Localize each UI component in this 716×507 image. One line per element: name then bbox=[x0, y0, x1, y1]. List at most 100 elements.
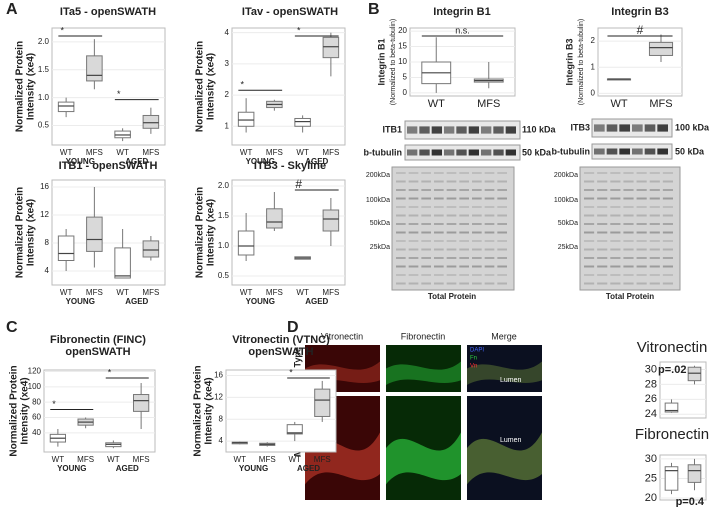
gel-band bbox=[662, 197, 673, 200]
gel-band bbox=[472, 248, 482, 251]
gel-band bbox=[484, 282, 495, 285]
gel-band bbox=[472, 265, 482, 268]
y-tick-label: 24 bbox=[645, 408, 657, 420]
gel-band bbox=[584, 197, 595, 200]
gel-band bbox=[662, 274, 673, 276]
gel-band bbox=[597, 180, 608, 183]
gel-band bbox=[636, 240, 647, 242]
y-tick-label: 28 bbox=[645, 378, 657, 390]
blot-kda: 110 kDa bbox=[522, 124, 557, 134]
gel-band bbox=[610, 282, 621, 285]
gel-band bbox=[636, 206, 647, 208]
gel-band bbox=[584, 282, 595, 285]
gel-band bbox=[636, 172, 647, 174]
gel-band bbox=[497, 257, 507, 259]
gel-band bbox=[584, 231, 595, 234]
y-tick-label: 1 bbox=[225, 121, 230, 130]
x-tick-label: MFS bbox=[259, 455, 276, 464]
y-axis-label: Integrin B1 bbox=[376, 38, 386, 85]
gel-band bbox=[408, 231, 419, 234]
y-tick-label: 120 bbox=[28, 367, 42, 376]
x-tick-label: MFS bbox=[86, 148, 103, 157]
gel-band bbox=[597, 214, 608, 217]
gel-band bbox=[623, 189, 634, 191]
gel-band bbox=[421, 274, 431, 276]
gel-band bbox=[434, 214, 444, 217]
gel-band bbox=[396, 197, 406, 200]
gel-band bbox=[472, 274, 482, 276]
gel-band bbox=[623, 248, 634, 251]
y-tick-label: 8 bbox=[45, 238, 50, 247]
band bbox=[419, 126, 430, 134]
chart-title: Vitronectin (VTNC) bbox=[232, 334, 330, 346]
annotation: * bbox=[117, 89, 121, 99]
gel-band bbox=[584, 172, 595, 174]
gel-band bbox=[497, 214, 507, 217]
gel-band bbox=[636, 282, 647, 285]
gel-band bbox=[459, 240, 469, 242]
x-tick-label: WT bbox=[296, 288, 309, 297]
gel-band bbox=[472, 197, 482, 200]
blot-label: ITB3 bbox=[570, 122, 590, 132]
box bbox=[86, 216, 103, 252]
y-axis-label: Normalized Protein bbox=[195, 41, 206, 132]
y-tick-label: 4 bbox=[225, 28, 230, 37]
gel-band bbox=[408, 197, 419, 200]
band bbox=[493, 149, 504, 156]
gel-band bbox=[636, 180, 647, 183]
band bbox=[644, 148, 656, 155]
gel-band bbox=[623, 172, 634, 174]
gel-band bbox=[484, 197, 495, 200]
box bbox=[237, 111, 255, 127]
blot-kda: 50 kDa bbox=[522, 147, 552, 157]
box bbox=[266, 208, 283, 229]
gel-band bbox=[623, 206, 634, 208]
gel-band bbox=[459, 206, 469, 208]
x-tick-label: WT bbox=[116, 288, 129, 297]
chart-title: ITa5 - openSWATH bbox=[60, 6, 156, 18]
gel-band bbox=[472, 240, 482, 242]
y-tick-label: 80 bbox=[32, 397, 41, 406]
gel-band bbox=[584, 223, 595, 225]
gel-band bbox=[597, 248, 608, 251]
y-tick-label: 1.5 bbox=[38, 65, 50, 74]
box bbox=[687, 464, 702, 483]
gel-band bbox=[597, 206, 608, 208]
gel-band bbox=[623, 274, 634, 276]
gel-band bbox=[484, 172, 495, 174]
gel-band bbox=[434, 189, 444, 191]
box bbox=[57, 235, 75, 261]
gel-band bbox=[610, 172, 621, 174]
box bbox=[322, 209, 340, 232]
gel-band bbox=[497, 274, 507, 276]
gel-band bbox=[408, 240, 419, 242]
gel-band bbox=[584, 240, 595, 242]
gel-band bbox=[408, 282, 419, 285]
gel-band bbox=[623, 282, 634, 285]
gel-band bbox=[597, 265, 608, 268]
band bbox=[493, 126, 504, 134]
gel-band bbox=[484, 206, 495, 208]
gel-band bbox=[408, 189, 419, 191]
y-tick-label: 2.0 bbox=[218, 181, 230, 190]
band bbox=[594, 148, 605, 155]
tissue bbox=[467, 432, 542, 485]
micrograph bbox=[386, 345, 461, 392]
gel-band bbox=[434, 248, 444, 251]
gel-band bbox=[623, 257, 634, 259]
band bbox=[456, 126, 467, 134]
gel-band bbox=[396, 257, 406, 259]
group-label: YOUNG bbox=[57, 464, 86, 473]
y-axis-label: (Normalized to beta-tubulin) bbox=[578, 19, 585, 105]
gel-band bbox=[623, 231, 634, 234]
y-tick-label: 16 bbox=[40, 182, 49, 191]
annotation: * bbox=[297, 25, 301, 35]
gel bbox=[579, 166, 681, 291]
annotation: # bbox=[637, 23, 644, 37]
gel-band bbox=[446, 214, 457, 217]
blot-label: b-tubulin bbox=[364, 147, 402, 157]
gel-band bbox=[434, 265, 444, 268]
y-tick-label: 2.0 bbox=[38, 37, 50, 46]
y-axis-label: Intensity (xe4) bbox=[206, 199, 217, 266]
gel-band bbox=[434, 240, 444, 242]
